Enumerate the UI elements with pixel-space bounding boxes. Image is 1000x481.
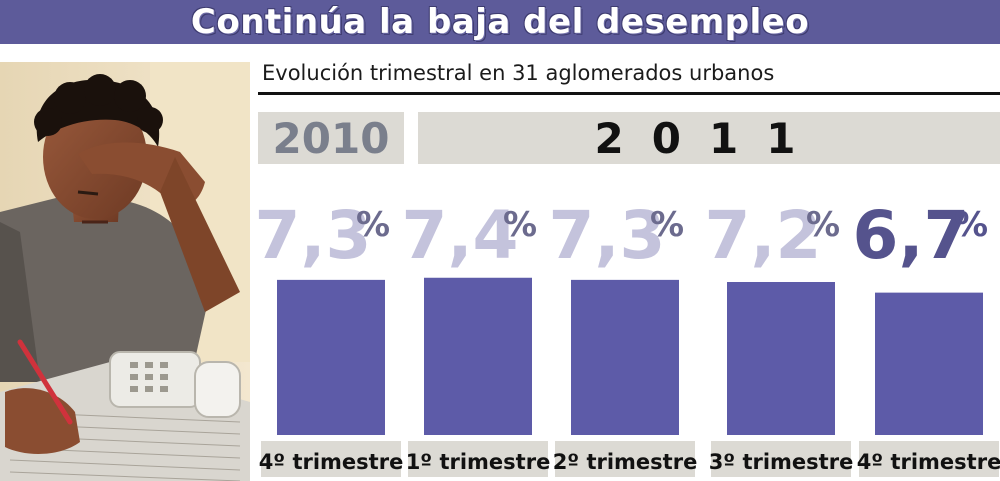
- value-label-1: 7,3: [255, 197, 372, 274]
- year-label-2010: 2010: [258, 112, 404, 164]
- percent-sign-5: %: [954, 205, 988, 245]
- chart-title: Continúa la baja del desempleo: [190, 2, 810, 42]
- category-label-bg-2: [408, 441, 548, 477]
- title-bar: Continúa la baja del desempleo: [0, 0, 1000, 44]
- subtitle-divider: [258, 92, 1000, 95]
- bar-1: [277, 279, 385, 435]
- percent-sign-2: %: [503, 205, 537, 245]
- category-label-2: 1º trimestre: [406, 450, 551, 474]
- chart-subtitle: Evolución trimestral en 31 aglomerados u…: [262, 61, 775, 85]
- photo-man-studying: [0, 62, 250, 481]
- category-label-3: 2º trimestre: [553, 450, 698, 474]
- category-label-bg-4: [711, 441, 851, 477]
- bar-3: [571, 279, 679, 435]
- category-label-bg-3: [555, 441, 695, 477]
- percent-sign-1: %: [356, 205, 390, 245]
- category-label-1: 4º trimestre: [259, 450, 404, 474]
- percent-sign-3: %: [650, 205, 684, 245]
- category-label-bg-1: [261, 441, 401, 477]
- bar-4: [727, 282, 835, 435]
- value-label-2: 7,4: [402, 197, 519, 274]
- category-label-5: 4º trimestre: [857, 450, 1000, 474]
- category-label-bg-5: [859, 441, 999, 477]
- value-label-3: 7,3: [549, 197, 666, 274]
- value-label-5: 6,7: [853, 197, 970, 274]
- value-label-4: 7,2: [705, 197, 822, 274]
- bar-2: [424, 277, 532, 435]
- year-label-2011: 2011: [418, 112, 1000, 164]
- percent-sign-4: %: [806, 205, 840, 245]
- category-label-4: 3º trimestre: [709, 450, 854, 474]
- bar-5: [875, 292, 983, 435]
